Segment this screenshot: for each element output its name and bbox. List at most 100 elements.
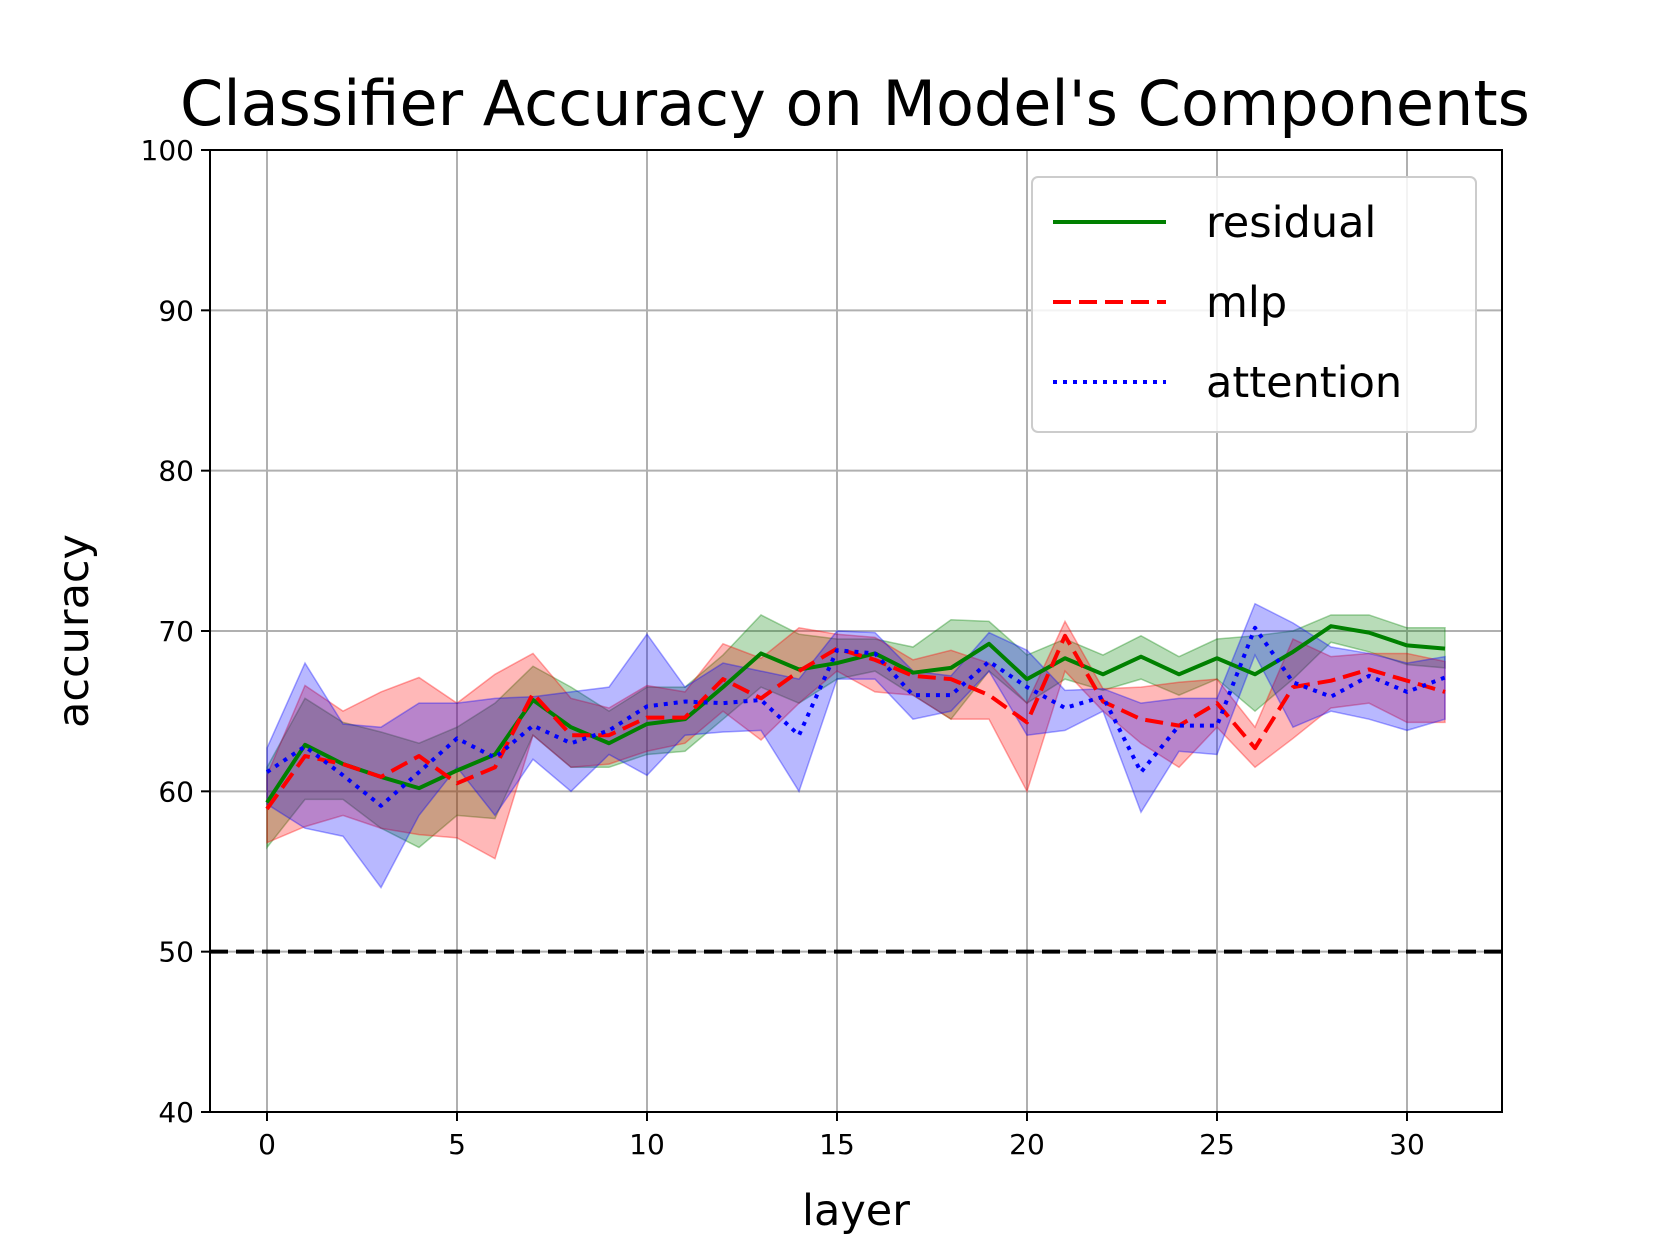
confidence-bands (266, 602, 1446, 889)
residual-point (1253, 672, 1257, 676)
mlp-line (265, 633, 1446, 811)
attention-point (949, 693, 953, 697)
attention-point (265, 770, 269, 774)
attention-point (341, 773, 345, 777)
x-tick-label: 20 (1009, 1128, 1045, 1161)
mlp-point (455, 781, 459, 785)
attention-point (987, 659, 991, 663)
attention-point (569, 741, 573, 745)
attention-point (835, 648, 839, 652)
residual-point (1291, 650, 1295, 654)
x-tick-label: 0 (258, 1128, 276, 1161)
mlp-point (987, 693, 991, 697)
mlp-point (1367, 667, 1371, 671)
residual-band (266, 614, 1446, 850)
mlp-point (911, 674, 915, 678)
mlp-point (797, 669, 801, 673)
y-tick-label: 70 (158, 615, 194, 648)
mlp-point (645, 716, 649, 720)
attention-point (721, 701, 725, 705)
mlp-point (379, 775, 383, 779)
legend-box (1031, 176, 1477, 433)
mlp-point (1253, 746, 1257, 750)
legend-label: mlp (1206, 278, 1287, 328)
mlp-point (569, 733, 573, 737)
mlp-point (341, 762, 345, 766)
residual-point (949, 666, 953, 670)
x-axis-label: layer (802, 1186, 910, 1236)
attention-point (645, 704, 649, 708)
attention-point (531, 724, 535, 728)
attention-point (1101, 695, 1105, 699)
attention-point (1291, 680, 1295, 684)
mlp-point (1405, 679, 1409, 683)
attention-point (417, 770, 421, 774)
mlp-point (531, 692, 535, 696)
residual-point (1025, 677, 1029, 681)
attention-point (797, 733, 801, 737)
mlp-point (417, 754, 421, 758)
attention-point (1367, 674, 1371, 678)
attention-point (1253, 626, 1257, 630)
residual-line (265, 624, 1446, 804)
attention-point (1063, 706, 1067, 710)
mlp-point (493, 765, 497, 769)
mlp-point (1139, 717, 1143, 721)
residual-point (1443, 647, 1447, 651)
y-tick-label: 100 (141, 134, 194, 167)
series-lines (265, 624, 1447, 811)
mlp-point (721, 677, 725, 681)
legend-label: residual (1206, 198, 1376, 248)
mlp-point (1215, 701, 1219, 705)
attention-point (759, 698, 763, 702)
residual-point (1215, 656, 1219, 660)
residual-point (759, 651, 763, 655)
mlp-point (1329, 679, 1333, 683)
attention-point (1139, 770, 1143, 774)
x-tick-label: 10 (629, 1128, 665, 1161)
x-tick-label: 15 (819, 1128, 855, 1161)
mlp-point (265, 807, 269, 811)
chart-title: Classifier Accuracy on Model's Component… (180, 67, 1530, 140)
attention-point (683, 700, 687, 704)
attention-point (607, 728, 611, 732)
attention-point (911, 693, 915, 697)
residual-point (1405, 643, 1409, 647)
attention-point (379, 804, 383, 808)
attention-line (265, 625, 1446, 808)
mlp-point (1063, 634, 1067, 638)
attention-point (1443, 675, 1447, 679)
mlp-point (683, 716, 687, 720)
y-tick-label: 80 (158, 455, 194, 488)
residual-point (1101, 672, 1105, 676)
mlp-point (303, 754, 307, 758)
axis-ticks: 0 5 10 15 20 25 30 40 50 60 70 80 90 100 (141, 134, 1425, 1161)
attention-point (1329, 695, 1333, 699)
residual-point (1177, 672, 1181, 676)
residual-point (1367, 631, 1371, 635)
attention-point (303, 744, 307, 748)
mlp-point (1025, 720, 1029, 724)
attention-point (493, 756, 497, 760)
x-tick-label: 25 (1199, 1128, 1235, 1161)
residual-point (1139, 655, 1143, 659)
legend-label: attention (1206, 358, 1402, 408)
residual-point (835, 661, 839, 665)
x-tick-label: 30 (1389, 1128, 1425, 1161)
x-tick-label: 5 (448, 1128, 466, 1161)
mlp-point (1443, 690, 1447, 694)
y-tick-label: 90 (158, 294, 194, 327)
attention-point (873, 651, 877, 655)
residual-point (645, 722, 649, 726)
y-tick-label: 60 (158, 775, 194, 808)
residual-point (455, 768, 459, 772)
mlp-point (1291, 685, 1295, 689)
attention-point (1177, 724, 1181, 728)
mlp-point (949, 677, 953, 681)
y-tick-label: 40 (158, 1096, 194, 1129)
residual-point (1063, 656, 1067, 660)
y-axis-label: accuracy (49, 534, 99, 728)
residual-point (721, 685, 725, 689)
